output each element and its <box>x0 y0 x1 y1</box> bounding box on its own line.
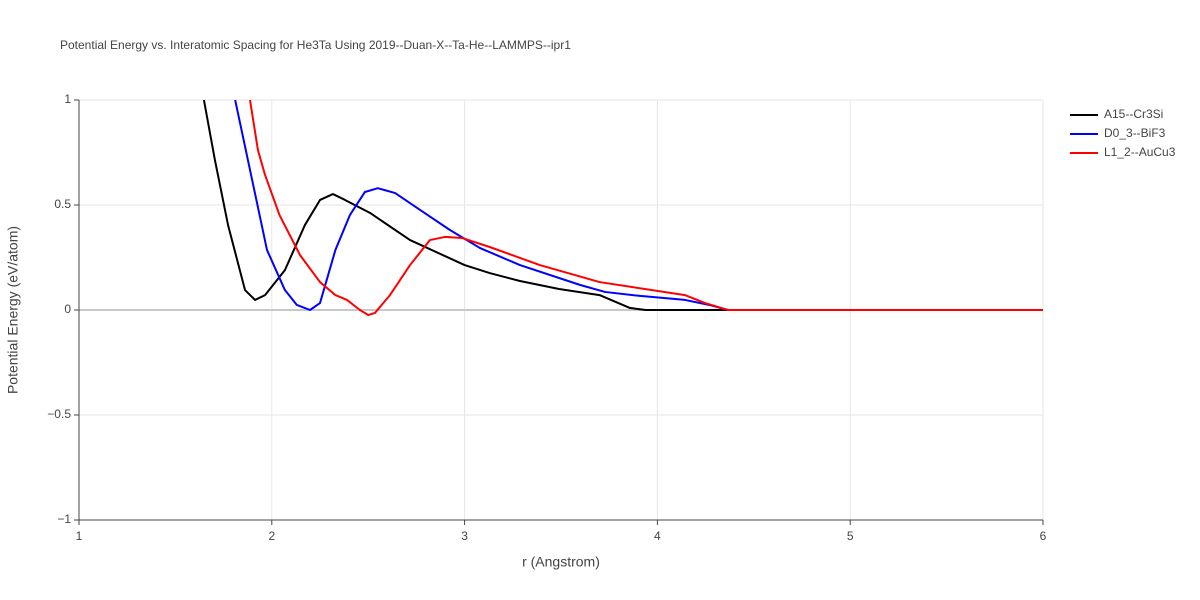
y-tick-label: −1 <box>57 512 71 526</box>
legend: A15--Cr3Si D0_3--BiF3 L1_2--AuCu3 <box>1070 107 1176 159</box>
x-tick-label: 1 <box>76 529 83 543</box>
y-tick-label: 1 <box>64 92 71 106</box>
y-tick-label: −0.5 <box>47 407 71 421</box>
legend-label: D0_3--BiF3 <box>1104 126 1166 140</box>
plot-area <box>202 100 1043 317</box>
series-line <box>234 100 1043 311</box>
x-tick-label: 5 <box>847 529 854 543</box>
series-line <box>202 100 1043 311</box>
grid: 1 2 3 4 5 6 −1 −0.5 0 0.5 1 <box>47 92 1046 543</box>
legend-label: L1_2--AuCu3 <box>1104 145 1176 159</box>
x-axis-label: r (Angstrom) <box>522 554 600 570</box>
y-axis-label: Potential Energy (eV/atom) <box>5 226 21 394</box>
y-tick-label: 0 <box>64 302 71 316</box>
x-tick-label: 6 <box>1040 529 1047 543</box>
x-tick-label: 4 <box>654 529 661 543</box>
chart-title: Potential Energy vs. Interatomic Spacing… <box>60 38 571 52</box>
x-tick-label: 3 <box>461 529 468 543</box>
y-tick-label: 0.5 <box>54 197 71 211</box>
x-tick-label: 2 <box>268 529 275 543</box>
legend-label: A15--Cr3Si <box>1104 107 1163 121</box>
series-line <box>249 100 1043 317</box>
